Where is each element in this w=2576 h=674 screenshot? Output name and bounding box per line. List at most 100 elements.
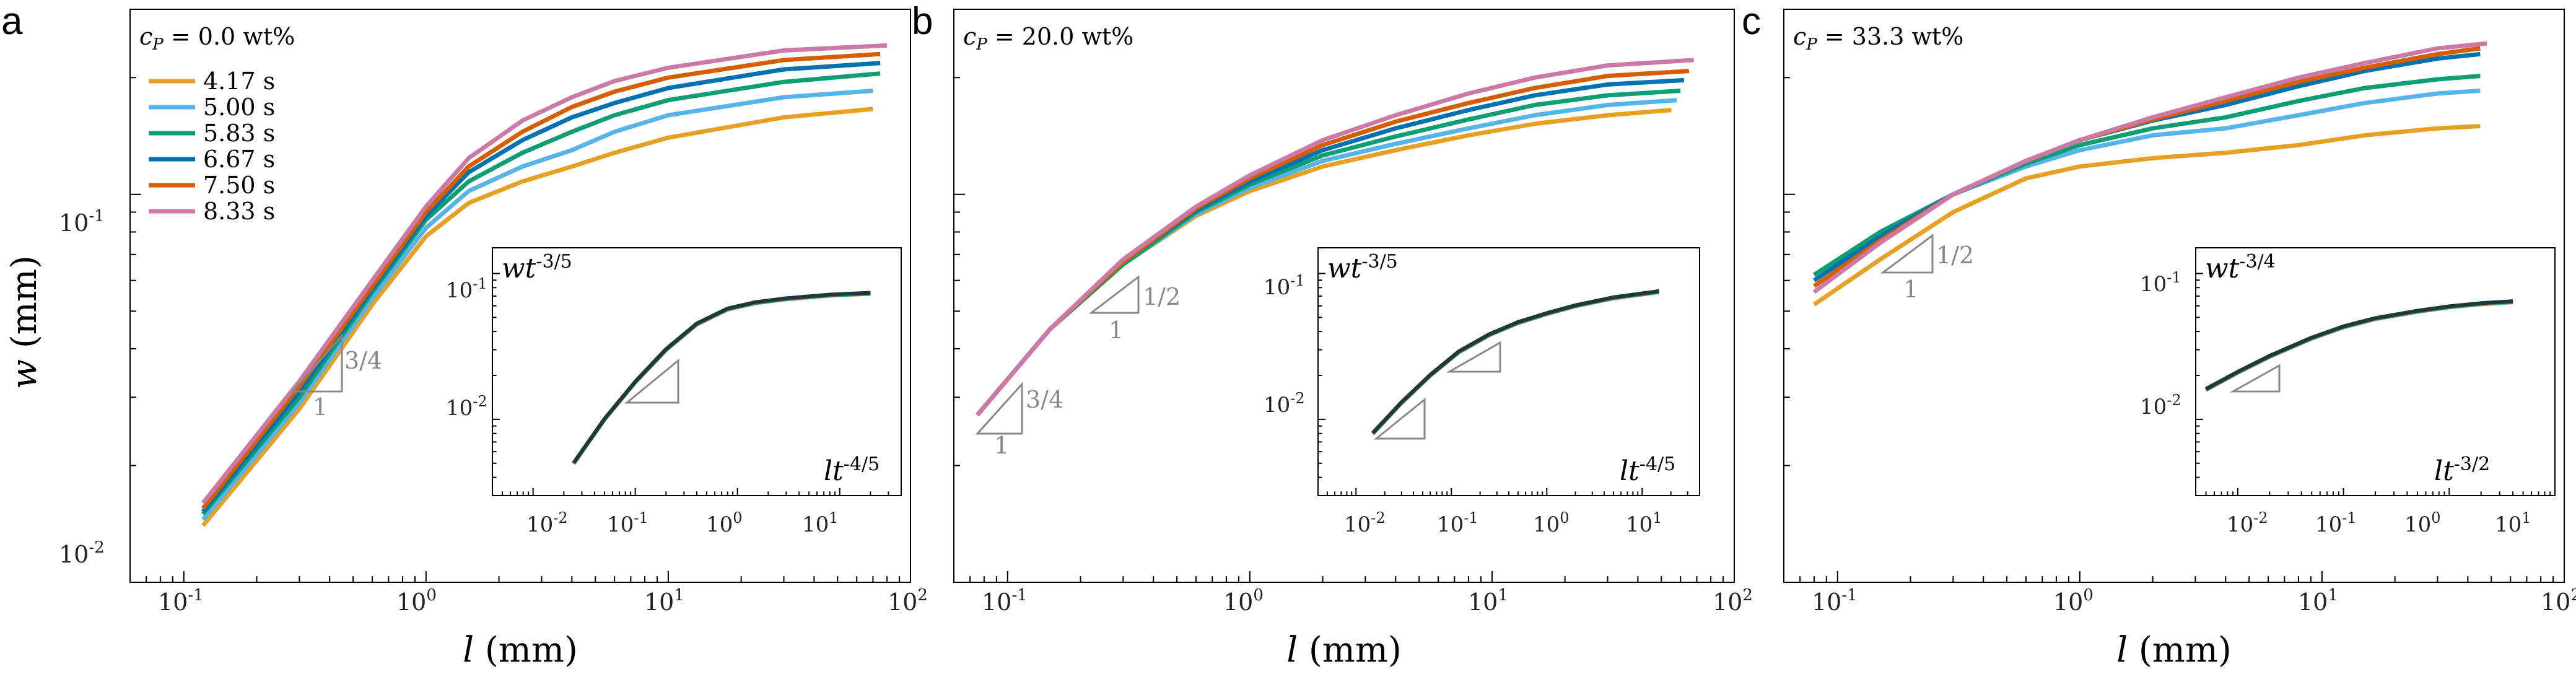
inset-c-ylabel: wt-3/4 — [2205, 251, 2276, 284]
inset-tick-label: 10-1 — [446, 275, 487, 303]
inset-tick-label: 10-2 — [446, 393, 487, 421]
inset-slope-triangle — [1446, 341, 1501, 373]
inset-tick-label: 101 — [2495, 509, 2531, 537]
slope-triangle-b2: 3/4 1 — [975, 382, 1063, 459]
inset-b-frame — [1317, 247, 1700, 496]
x-tick-label: 102 — [888, 586, 928, 616]
x-tick-label: 102 — [1713, 586, 1753, 616]
inset-c-xlabel: lt-3/2 — [2434, 453, 2490, 487]
x-axis-label-c: l (mm) — [2116, 630, 2232, 670]
inset-b-series — [1317, 273, 1700, 496]
inset-slope-triangle — [1373, 397, 1426, 440]
slope-rise: 1/2 — [1936, 242, 1974, 269]
legend-entry: 8.33 s — [149, 198, 275, 225]
panel-b-frame — [953, 9, 1735, 583]
legend-label: 8.33 s — [203, 198, 275, 225]
series-line-667 — [201, 61, 881, 514]
x-tick-label: 100 — [2053, 586, 2094, 616]
inset-b: wt-3/5 lt-4/5 10-1 10-2 10-2 10-1 100 10… — [1264, 247, 1700, 537]
inset-slope-triangle — [624, 358, 679, 404]
series-line-833 — [201, 43, 888, 505]
y-tick-label: 10-2 — [59, 538, 105, 568]
x-tick-label: 101 — [644, 586, 684, 616]
x-tick-label: 10-1 — [1812, 586, 1858, 616]
panel-a-series — [129, 43, 911, 583]
x-tick-label: 102 — [2541, 586, 2576, 616]
x-tick-label: 100 — [1223, 586, 1264, 616]
inset-tick-label: 101 — [1626, 509, 1662, 537]
inset-tick-label: 10-1 — [1437, 509, 1478, 537]
inset-tick-label: 10-1 — [607, 509, 648, 537]
panel-b-concentration: cP = 20.0 wt% — [963, 23, 1133, 54]
slope-rise: 1/2 — [1143, 283, 1181, 310]
panel-c-concentration: cP = 33.3 wt% — [1793, 23, 1963, 54]
x-tick-labels-c: 10-1 100 101 102 — [1812, 586, 2576, 616]
inset-tick-label: 10-2 — [526, 509, 568, 537]
panel-a-frame — [129, 9, 911, 583]
y-tick-labels-main: 10-2 10-1 — [59, 207, 105, 568]
inset-tick-label: 10-2 — [1264, 390, 1305, 418]
legend-entry: 7.50 s — [149, 172, 275, 199]
panel-a-concentration: cP = 0.0 wt% — [139, 23, 295, 54]
inset-tick-label: 10-2 — [1344, 509, 1386, 537]
series-line-500 — [201, 89, 873, 522]
y-tick-label: 10-1 — [59, 207, 105, 237]
inset-tick-label: 10-1 — [1264, 272, 1305, 300]
slope-triangle-c: 1/2 1 — [1880, 234, 1974, 303]
x-axis-label-a: l (mm) — [463, 630, 578, 670]
series-line-417 — [201, 107, 873, 527]
inset-c: wt-3/4 lt-3/2 10-1 10-2 10-2 10-1 100 10… — [2140, 247, 2556, 537]
inset-tick-label: 10-1 — [2315, 509, 2357, 537]
series-line-417 — [1812, 124, 2481, 307]
x-tick-label: 101 — [2298, 586, 2338, 616]
legend: 4.17 s 5.00 s 5.83 s 6.67 s 7.50 s 8.33 … — [149, 68, 275, 225]
inset-slope-triangle — [2229, 364, 2281, 393]
slope-run: 1 — [1109, 317, 1124, 344]
inset-tick-label: 10-2 — [2227, 509, 2268, 537]
series-line-833 — [976, 58, 1694, 417]
inset-b-xlabel: lt-4/5 — [1620, 453, 1675, 487]
y-axis-label: w (mm) — [4, 255, 45, 389]
inset-tick-label: 100 — [2404, 509, 2441, 537]
inset-a-series — [492, 273, 902, 496]
inset-tick-label: 10-2 — [2140, 392, 2181, 419]
legend-label: 7.50 s — [203, 172, 275, 199]
inset-series-line — [2205, 299, 2513, 391]
x-tick-label: 101 — [1468, 586, 1508, 616]
inset-series-line — [1371, 289, 1659, 434]
inset-a: wt-3/5 lt-4/5 10-1 10-2 10-2 10-1 100 10… — [446, 247, 902, 537]
x-axis-label-b: l (mm) — [1286, 630, 1402, 670]
x-tick-labels-a: 10-1 100 101 102 — [158, 586, 928, 616]
inset-tick-label: 100 — [706, 509, 743, 537]
legend-entry: 4.17 s — [149, 68, 275, 95]
legend-label: 5.83 s — [203, 120, 275, 147]
legend-entry: 5.00 s — [149, 94, 275, 121]
inset-tick-label: 100 — [1533, 509, 1570, 537]
slope-run: 1 — [1903, 276, 1918, 303]
inset-tick-label: 101 — [802, 509, 839, 537]
series-line-750 — [201, 51, 881, 510]
x-tick-label: 100 — [396, 586, 437, 616]
panel-letter-b: b — [912, 0, 933, 43]
legend-label: 6.67 s — [203, 146, 275, 173]
series-line-833 — [1812, 41, 2487, 294]
slope-run: 1 — [313, 393, 328, 421]
series-line-583 — [201, 71, 881, 515]
slope-triangle-b1: 1/2 1 — [1088, 274, 1181, 344]
panel-letter-c: c — [1742, 0, 1761, 43]
slope-run: 1 — [994, 432, 1009, 459]
panel-letter-a: a — [1, 0, 23, 43]
x-tick-label: 10-1 — [158, 586, 204, 616]
legend-label: 4.17 s — [203, 68, 275, 95]
inset-a-xlabel: lt-4/5 — [824, 453, 880, 487]
inset-series-line — [572, 291, 871, 464]
x-tick-label: 10-1 — [982, 586, 1028, 616]
slope-rise: 3/4 — [344, 347, 382, 374]
legend-entry: 6.67 s — [149, 146, 275, 173]
inset-a-ylabel: wt-3/5 — [502, 251, 572, 284]
slope-triangle-a: 3/4 1 — [290, 333, 382, 421]
inset-a-frame — [492, 247, 902, 496]
x-tick-labels-b: 10-1 100 101 102 — [982, 586, 1753, 616]
panel-b-series — [953, 58, 1735, 583]
